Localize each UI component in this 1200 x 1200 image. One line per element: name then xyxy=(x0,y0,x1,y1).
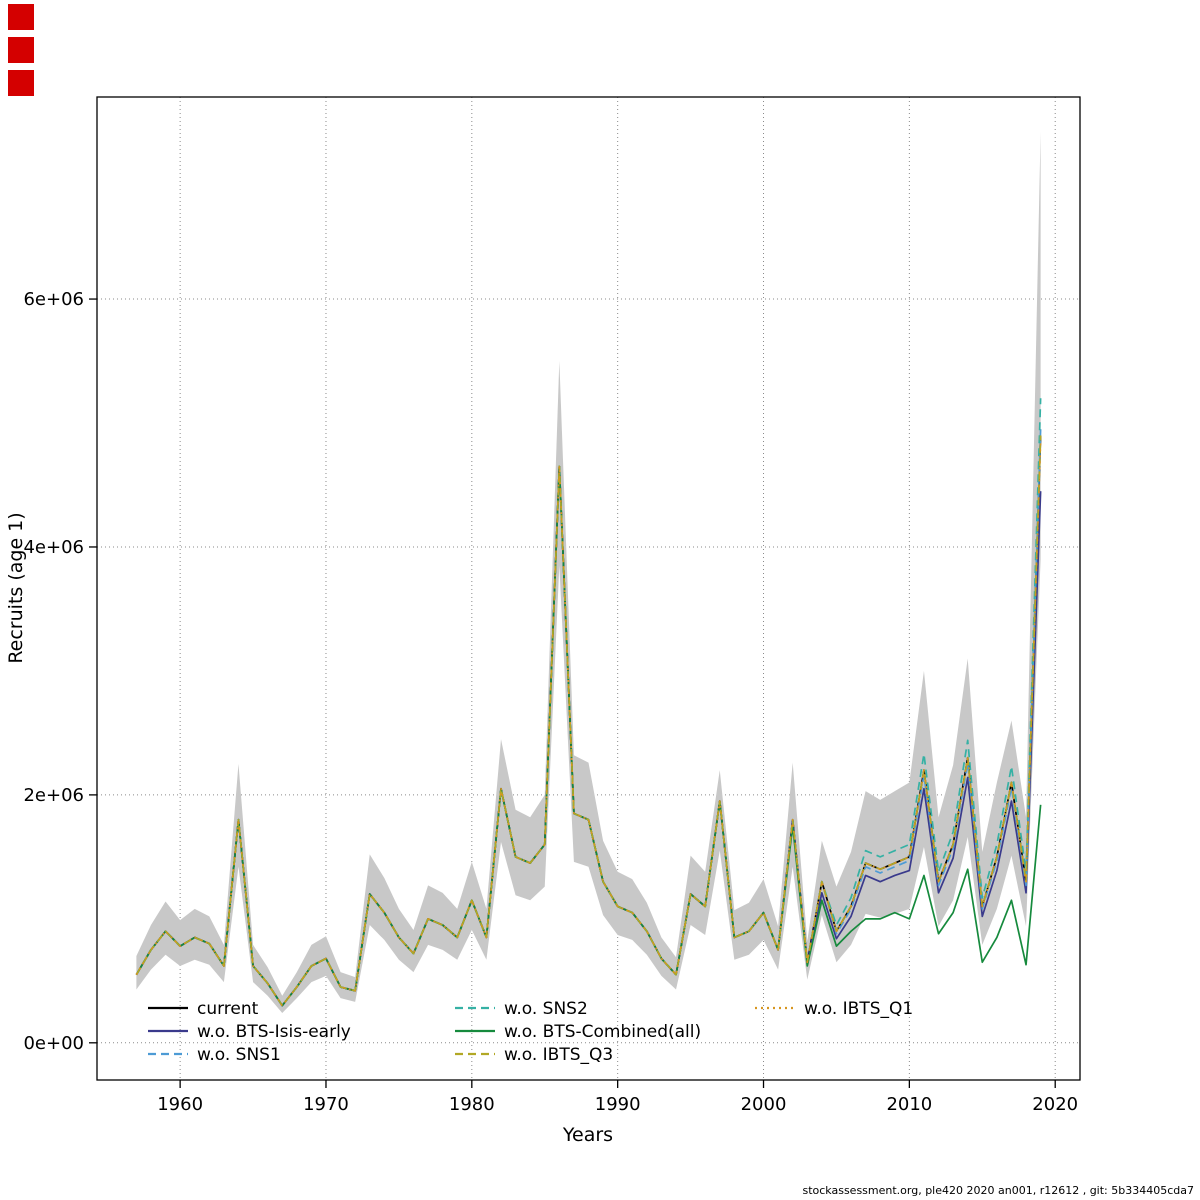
x-tick-label: 2000 xyxy=(741,1094,787,1115)
x-tick-label: 1990 xyxy=(595,1094,641,1115)
red-marker xyxy=(8,4,34,30)
chart-legend: current w.o. BTS-Isis-early w.o. SNS1 w.… xyxy=(148,999,913,1065)
red-marker xyxy=(8,37,34,63)
legend-label-bts-combined: w.o. BTS-Combined(all) xyxy=(504,1022,701,1042)
legend-label-sns1: w.o. SNS1 xyxy=(197,1045,281,1065)
legend-label-current: current xyxy=(197,999,259,1019)
legend-label-ibts-q1: w.o. IBTS_Q1 xyxy=(804,999,913,1019)
plot-area: 1960 1970 1980 1990 2000 2010 2020 0e+00 2e+06 4e… xyxy=(23,96,1081,1115)
y-tick-label: 6e+06 xyxy=(23,289,84,310)
y-tick-label: 4e+06 xyxy=(23,537,84,558)
legend-label-ibts-q3: w.o. IBTS_Q3 xyxy=(504,1045,613,1065)
x-tick-label: 2020 xyxy=(1032,1094,1078,1115)
x-axis-label: Years xyxy=(562,1124,613,1146)
x-tick-label: 1970 xyxy=(303,1094,349,1115)
red-marker xyxy=(8,70,34,96)
footer-text: stockassessment.org, ple420 2020 an001, … xyxy=(802,1184,1194,1197)
legend-label-bts-isis-early: w.o. BTS-Isis-early xyxy=(197,1022,351,1042)
y-axis-label: Recruits (age 1) xyxy=(5,512,27,663)
x-tick-label: 1980 xyxy=(449,1094,495,1115)
y-tick-label: 2e+06 xyxy=(23,785,84,806)
legend-label-sns2: w.o. SNS2 xyxy=(504,999,588,1019)
x-tick-label: 2010 xyxy=(886,1094,932,1115)
x-tick-label: 1960 xyxy=(157,1094,203,1115)
y-tick-label: 0e+00 xyxy=(23,1033,84,1054)
